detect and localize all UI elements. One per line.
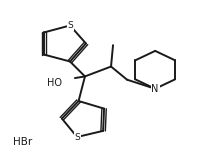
Text: S: S [67,21,73,30]
Text: HBr: HBr [13,137,32,147]
Text: HO: HO [47,78,62,88]
Text: N: N [152,84,159,94]
Text: S: S [74,132,80,141]
